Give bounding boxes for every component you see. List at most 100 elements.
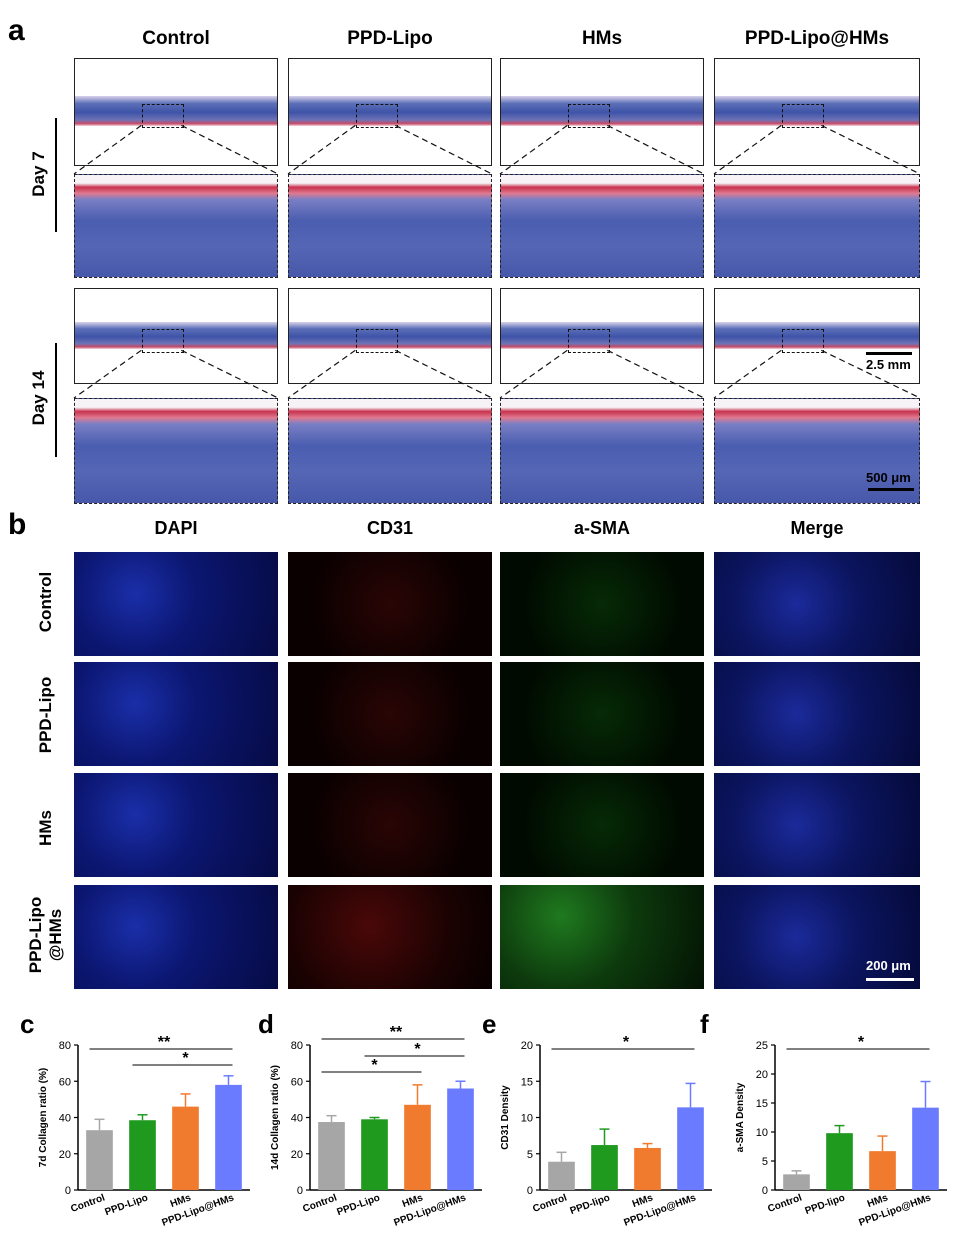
tissue-section <box>75 95 277 126</box>
zoom-region-box <box>568 104 611 129</box>
histology-zoom-ppd-lipo-hms <box>714 174 920 278</box>
panel-b-col-cd31: CD31 <box>366 518 414 538</box>
fluorescence-hms-cd31 <box>288 773 492 877</box>
fluorescence-ppd-lipo-hms-dapi <box>74 885 278 989</box>
panel-b-col-merge: Merge <box>790 518 844 538</box>
bar <box>447 1088 474 1190</box>
histology-zoom-hms <box>500 398 704 504</box>
significance-label: ** <box>158 1034 171 1051</box>
zoom-connector-line <box>607 124 705 175</box>
fluorescence-ppd-lipo-asma <box>500 662 704 766</box>
histology-zoom-control <box>74 398 278 504</box>
panel-letter: e <box>482 1009 496 1039</box>
zoom-region-box <box>356 104 399 129</box>
category-label: PPD-lipo <box>569 1192 612 1217</box>
y-tick-label: 10 <box>521 1113 533 1125</box>
category-label: Control <box>531 1192 568 1215</box>
bar <box>548 1161 575 1190</box>
y-tick-label: 15 <box>521 1076 533 1088</box>
y-tick-label: 40 <box>59 1113 71 1125</box>
y-tick-label: 5 <box>527 1149 533 1161</box>
fluorescence-ppd-lipo-hms-asma <box>500 885 704 989</box>
bar <box>869 1151 896 1190</box>
zoom-connector-line <box>821 124 921 175</box>
fluorescence-control-cd31 <box>288 552 492 656</box>
zoom-connector-line <box>713 124 782 175</box>
panel-letter: c <box>20 1009 34 1039</box>
bar <box>215 1084 242 1190</box>
zoom-connector-line <box>713 349 782 399</box>
zoom-connector-line <box>499 349 568 399</box>
category-label: PPD-Lipo <box>335 1192 381 1218</box>
bar <box>172 1106 199 1190</box>
y-tick-label: 0 <box>527 1185 533 1197</box>
y-tick-label: 80 <box>291 1040 303 1052</box>
histology-overview-ppd-lipo-hms <box>714 288 920 384</box>
panel-b-row-ppd-lipo-hms-1: PPD-Lipo <box>26 896 45 974</box>
histology-overview-hms <box>500 58 704 166</box>
category-label: Control <box>301 1192 338 1215</box>
panel-a-letter: a <box>8 14 25 47</box>
y-tick-label: 60 <box>291 1076 303 1088</box>
y-tick-label: 40 <box>291 1113 303 1125</box>
tissue-section <box>715 321 919 349</box>
tissue-section <box>501 95 703 126</box>
significance-label: * <box>858 1034 865 1051</box>
zoom-connector-line <box>821 349 921 399</box>
histology-overview-ppd-lipo-hms <box>714 58 920 166</box>
bar <box>361 1119 388 1190</box>
y-tick-label: 10 <box>756 1127 768 1139</box>
scalebar-fluo <box>866 978 914 981</box>
scalebar-overview <box>866 352 912 355</box>
bar <box>677 1107 704 1190</box>
histology-overview-ppd-lipo <box>288 58 492 166</box>
y-tick-label: 20 <box>756 1069 768 1081</box>
zoom-connector-line <box>607 349 705 399</box>
significance-label: * <box>182 1050 189 1067</box>
y-tick-label: 0 <box>762 1185 768 1197</box>
histology-overview-control <box>74 58 278 166</box>
fluorescence-ppd-lipo-dapi <box>74 662 278 766</box>
zoom-connector-line <box>181 124 279 175</box>
histology-zoom-hms <box>500 174 704 278</box>
day7-bar <box>55 118 57 232</box>
panel-b-letter: b <box>8 508 27 541</box>
y-tick-label: 20 <box>521 1040 533 1052</box>
panel-b-row-hms: HMs <box>36 810 55 846</box>
fluorescence-control-merge <box>714 552 920 656</box>
panel-b-row-ppd-lipo-hms-2: @HMs <box>46 908 65 962</box>
bar <box>404 1104 431 1190</box>
significance-label: * <box>623 1034 630 1051</box>
y-tick-label: 5 <box>762 1156 768 1168</box>
panel-b-row-ppd-lipo: PPD-Lipo <box>36 676 55 754</box>
scalebar-fluo-label: 200 μm <box>866 958 911 973</box>
fluorescence-hms-asma <box>500 773 704 877</box>
zoom-connector-line <box>287 124 356 175</box>
fluorescence-ppd-lipo-hms-cd31 <box>288 885 492 989</box>
category-label: PPD-Lipo <box>103 1192 149 1218</box>
zoom-region-box <box>568 329 611 354</box>
fluorescence-ppd-lipo-merge <box>714 662 920 766</box>
panel-b-col-asma: a-SMA <box>573 518 630 538</box>
fluorescence-control-dapi <box>74 552 278 656</box>
bar <box>783 1174 810 1190</box>
y-tick-label: 20 <box>59 1149 71 1161</box>
category-label: Control <box>766 1192 803 1215</box>
panel-a-col-ppd-lipo: PPD-Lipo <box>347 28 433 49</box>
y-tick-label: 0 <box>65 1185 71 1197</box>
zoom-region-box <box>142 329 185 354</box>
fluorescence-hms-dapi <box>74 773 278 877</box>
y-tick-label: 20 <box>291 1149 303 1161</box>
panel-letter: d <box>258 1009 274 1039</box>
significance-label: ** <box>390 1024 403 1041</box>
zoom-connector-line <box>287 349 356 399</box>
panel-a-col-hms: HMs <box>581 28 623 49</box>
day14-bar <box>55 343 57 457</box>
tissue-section <box>289 321 491 349</box>
fluorescence-ppd-lipo-cd31 <box>288 662 492 766</box>
zoom-region-box <box>782 329 825 354</box>
bar <box>826 1133 853 1190</box>
y-axis-label: 7d Collagen ratio (%) <box>38 1068 49 1167</box>
y-axis-label: 14d Collagen ratio (%) <box>270 1065 281 1170</box>
